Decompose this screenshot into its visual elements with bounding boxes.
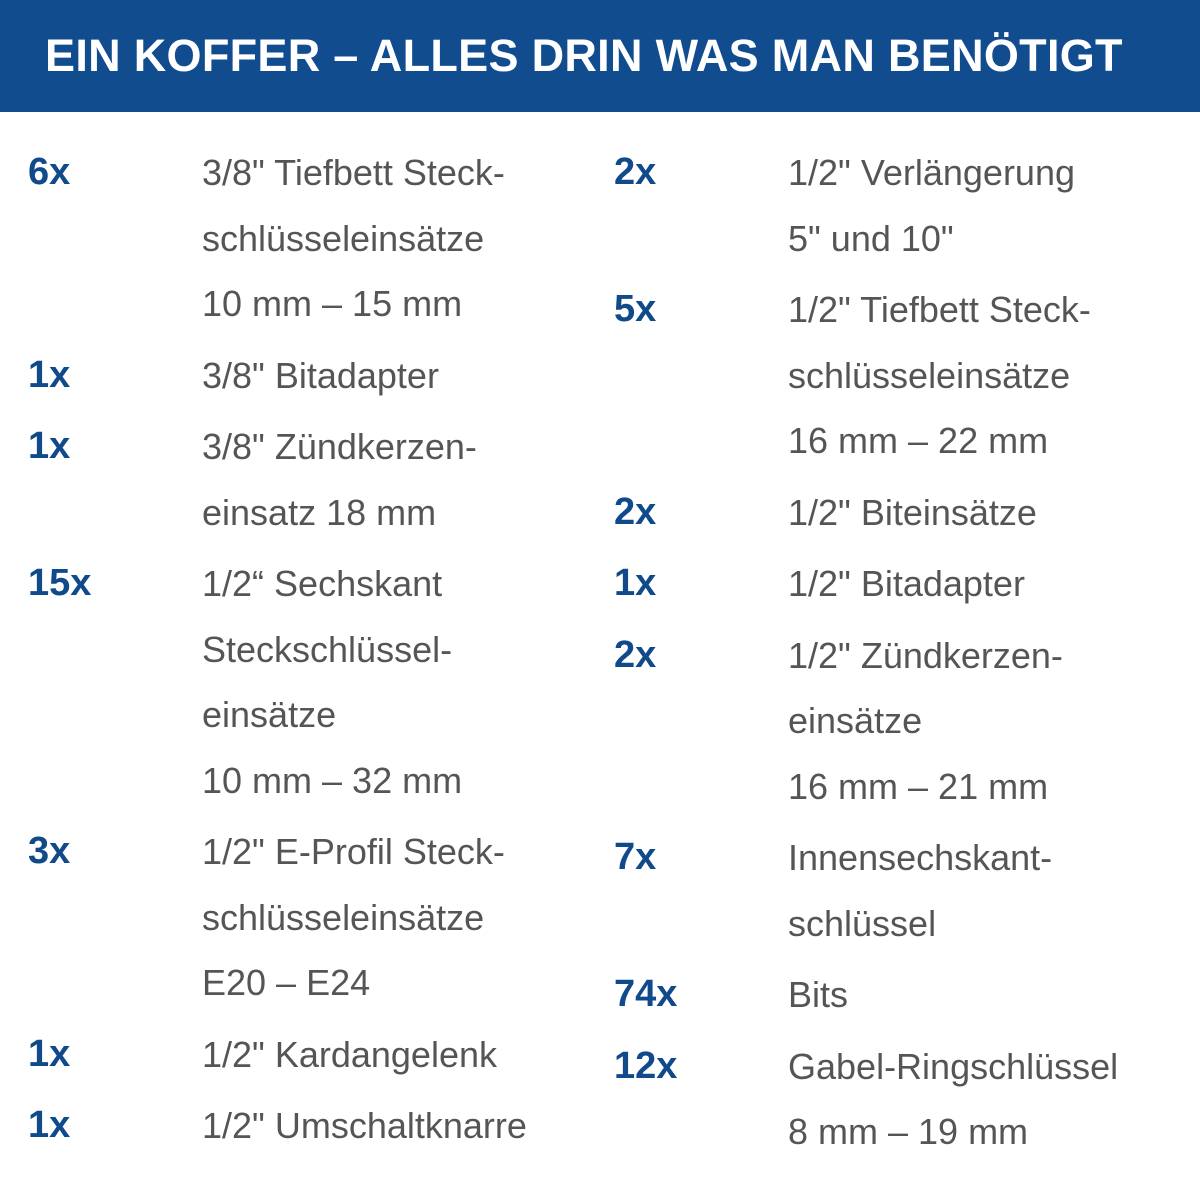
description-line: 8 mm – 19 mm xyxy=(788,1111,1029,1152)
quantity: 2x xyxy=(614,490,657,533)
description-line: 1/2" Verlängerung xyxy=(788,152,1075,193)
description: Bits xyxy=(788,962,1200,1028)
quantity: 7x xyxy=(614,836,657,878)
description: 3/8" Bitadapter xyxy=(202,343,614,409)
description-line: schlüssel xyxy=(788,902,937,944)
item: 2x 1/2" Zündkerzen-einsätze 16 mm – 21 mm xyxy=(614,623,1200,820)
description: 1/2" Tiefbett Steck-schlüsseleinsätze 16 … xyxy=(788,277,1200,474)
description-line: 5" und 10" xyxy=(788,217,954,259)
quantity: 1x xyxy=(28,425,71,467)
item: 1x 1/2" Bitadapter xyxy=(614,551,1200,617)
description-line: 1/2" Umschaltknarre xyxy=(202,1105,527,1146)
column: 2x 1/2" Verlängerung 5" und 10" 5x 1/2" Tief… xyxy=(614,140,1200,1171)
description: 1/2" Verlängerung 5" und 10" xyxy=(788,140,1200,271)
description: 1/2" Bitadapter xyxy=(788,551,1200,617)
description-line: E20 – E24 xyxy=(202,962,371,1003)
quantity: 6x xyxy=(28,151,71,193)
item: 1x 1/2" Kardangelenk xyxy=(28,1022,614,1088)
quantity: 2x xyxy=(614,633,657,676)
description: 3/8" Zündkerzen-einsatz 18 mm xyxy=(202,414,614,545)
description-line: Steckschlüssel- xyxy=(202,628,453,670)
description-line: 1/2" Tiefbett Steck- xyxy=(788,289,1091,330)
description-line: 3/8" Tiefbett Steck- xyxy=(202,152,505,193)
item: 1x 3/8" Bitadapter xyxy=(28,343,614,409)
description-line: 10 mm – 32 mm xyxy=(202,759,463,801)
quantity: 1x xyxy=(28,1104,71,1146)
description-line: schlüsseleinsätze xyxy=(202,217,485,259)
quantity: 15x xyxy=(28,562,92,604)
description-line: 1/2" E-Profil Steck- xyxy=(202,831,505,872)
description-line: einsatz 18 mm xyxy=(202,491,437,533)
description-line: schlüsseleinsätze xyxy=(202,896,485,938)
item: 12x Gabel-Ringschlüssel 8 mm – 19 mm xyxy=(614,1034,1200,1165)
description: 1/2“ Sechskant Steckschlüssel-einsätze 10 … xyxy=(202,551,614,813)
description-line: 3/8" Zündkerzen- xyxy=(202,426,477,467)
description-line: 10 mm – 15 mm xyxy=(202,283,463,324)
description-line: 1/2" Biteinsätze xyxy=(788,491,1037,533)
description: 1/2" Biteinsätze xyxy=(788,480,1200,546)
quantity: 1x xyxy=(614,562,657,604)
item: 2x 1/2" Biteinsätze xyxy=(614,480,1200,546)
header: EIN KOFFER – ALLES DRIN WAS MAN BENÖTIGT xyxy=(0,0,1200,112)
description-line: einsätze xyxy=(788,700,923,741)
quantity: 1x xyxy=(28,1032,71,1075)
quantity: 5x xyxy=(614,288,657,330)
description-line: 16 mm – 22 mm xyxy=(788,420,1049,461)
item: 3x 1/2" E-Profil Steck-schlüsseleinsätze E… xyxy=(28,819,614,1016)
quantity: 3x xyxy=(28,830,71,872)
description-line: Gabel-Ringschlüssel xyxy=(788,1045,1119,1087)
description-line: 16 mm – 21 mm xyxy=(788,765,1049,807)
description: 1/2" Zündkerzen-einsätze 16 mm – 21 mm xyxy=(788,623,1200,820)
description-line: Innensechskant- xyxy=(788,837,1053,878)
column: 6x 3/8" Tiefbett Steck-schlüsseleinsätze 1… xyxy=(28,140,614,1165)
description-line: 1/2" Bitadapter xyxy=(788,563,1025,604)
quantity: 2x xyxy=(614,151,657,193)
description: 1/2" E-Profil Steck-schlüsseleinsätze E20… xyxy=(202,819,614,1016)
item: 7x Innensechskant-schlüssel xyxy=(614,825,1200,956)
description: 3/8" Tiefbett Steck-schlüsseleinsätze 10 … xyxy=(202,140,614,337)
description-line: 3/8" Bitadapter xyxy=(202,354,439,396)
title: EIN KOFFER – ALLES DRIN WAS MAN BENÖTIGT xyxy=(45,30,1123,81)
description-line: 1/2" Kardangelenk xyxy=(202,1033,497,1075)
item: 2x 1/2" Verlängerung 5" und 10" xyxy=(614,140,1200,271)
item: 5x 1/2" Tiefbett Steck-schlüsseleinsätze 1… xyxy=(614,277,1200,474)
quantity: 12x xyxy=(614,1044,678,1087)
item: 1x 1/2" Umschaltknarre xyxy=(28,1093,614,1159)
item: 1x 3/8" Zündkerzen-einsatz 18 mm xyxy=(28,414,614,545)
item: 15x 1/2“ Sechskant Steckschlüssel-einsätze… xyxy=(28,551,614,813)
description: Gabel-Ringschlüssel 8 mm – 19 mm xyxy=(788,1034,1200,1165)
description-line: schlüsseleinsätze xyxy=(788,354,1071,396)
quantity: 1x xyxy=(28,353,71,396)
description: 1/2" Umschaltknarre xyxy=(202,1093,614,1159)
item: 74x Bits xyxy=(614,962,1200,1028)
description-line: 1/2" Zündkerzen- xyxy=(788,634,1063,676)
description: Innensechskant-schlüssel xyxy=(788,825,1200,956)
item: 6x 3/8" Tiefbett Steck-schlüsseleinsätze 1… xyxy=(28,140,614,337)
quantity: 74x xyxy=(614,973,678,1015)
description-line: Bits xyxy=(788,974,849,1015)
description-line: einsätze xyxy=(202,694,337,735)
description-line: 1/2“ Sechskant xyxy=(202,563,443,604)
description: 1/2" Kardangelenk xyxy=(202,1022,614,1088)
